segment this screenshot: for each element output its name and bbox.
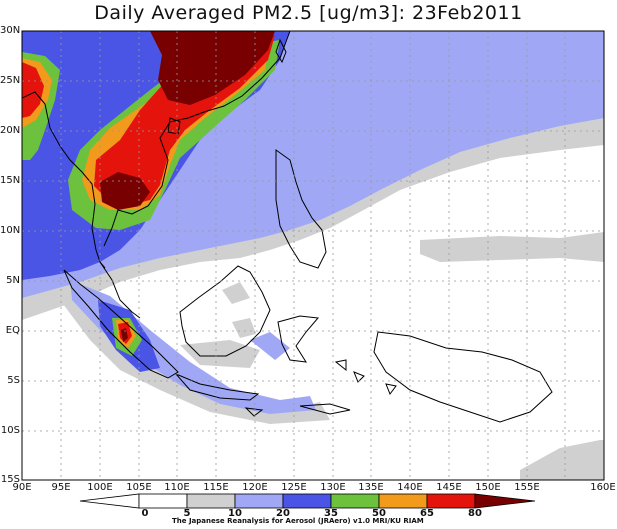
coast-timor [299,403,351,415]
field-lightblue-sumatra [70,280,316,414]
coastlines [22,31,553,423]
colorbar-seg-2 [186,493,236,509]
colorbar-label: 0 [141,508,149,519]
field-darkred-gulf [100,172,150,210]
field-gray-java [180,340,260,368]
lon-label: 105E [126,482,152,493]
lat-label: 15N [0,175,21,186]
lon-label: 90E [12,482,32,493]
plot-frame [21,30,605,481]
field-red-west [22,62,44,118]
field-gray-spot [232,318,256,338]
colorbar-seg-6 [378,493,428,509]
field-darkred-north [150,31,275,105]
coast-sumatra [63,269,179,379]
lat-label: 10N [0,225,21,236]
lat-label: 30N [0,25,21,36]
colorbar-label: 50 [372,508,386,519]
colorbar-label: 20 [276,508,290,519]
colorbar-seg-5 [330,493,380,509]
field-gray-spot2 [222,282,250,304]
lat-label: 25N [0,75,21,86]
coast-south-china [103,31,291,247]
colorbar-seg-8 [474,493,536,509]
colorbar-seg-3 [234,493,284,509]
lon-label: 135E [358,482,384,493]
coast-indochina [22,91,106,269]
lat-label: 10S [0,425,20,436]
lat-label: 5S [7,375,20,386]
grid-lines [22,31,604,480]
lon-label: 130E [320,482,346,493]
lat-label: 15S [0,474,20,485]
colorbar-seg-0 [79,493,140,509]
concentration-field [22,31,604,480]
colorbar-seg-7 [426,493,476,509]
colorbar-label: 80 [468,508,482,519]
lat-label: 5N [6,275,20,286]
coast-hainan [167,117,181,135]
lon-label: 155E [514,482,540,493]
field-lightblue-borneo [250,332,290,360]
coast-sulawesi [277,315,319,363]
lat-label: EQ [5,325,20,336]
lon-label: 115E [203,482,229,493]
lon-label: 100E [87,482,113,493]
field-darkred-sumatra [121,328,128,342]
coast-new-guinea [373,331,553,423]
lon-label: 110E [164,482,190,493]
lon-label: 160E [590,482,616,493]
coast-java [175,373,260,401]
coast-taiwan [275,38,287,64]
field-gray-southeast [520,440,604,480]
coast-philippines [275,149,327,269]
coast-borneo [179,265,271,357]
credit-text: The Japanese Reanalysis for Aerosol (JRA… [172,517,424,525]
map-title: Daily Averaged PM2.5 [ug/m3]: 23Feb2011 [94,2,523,24]
lon-label: 95E [51,482,71,493]
colorbar-label: 35 [324,508,338,519]
colorbar-label: 10 [228,508,242,519]
colorbar-label: 65 [420,508,434,519]
lon-label: 120E [242,482,268,493]
coast-malay-peninsula [99,261,141,319]
colorbar-label: 5 [183,508,191,519]
colorbar-seg-4 [282,493,332,509]
lon-label: 145E [436,482,462,493]
lat-label: 20N [0,125,21,136]
lon-label: 150E [475,482,501,493]
lon-label: 140E [397,482,423,493]
colorbar-seg-1 [138,493,188,509]
colorbar [79,493,536,509]
coast-small-islands [244,359,397,417]
lon-label: 125E [281,482,307,493]
field-gray-band-east [420,232,604,262]
